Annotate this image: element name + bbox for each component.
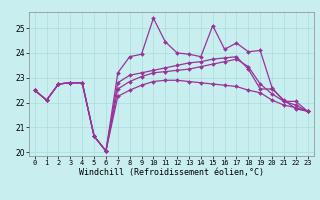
X-axis label: Windchill (Refroidissement éolien,°C): Windchill (Refroidissement éolien,°C) <box>79 168 264 177</box>
